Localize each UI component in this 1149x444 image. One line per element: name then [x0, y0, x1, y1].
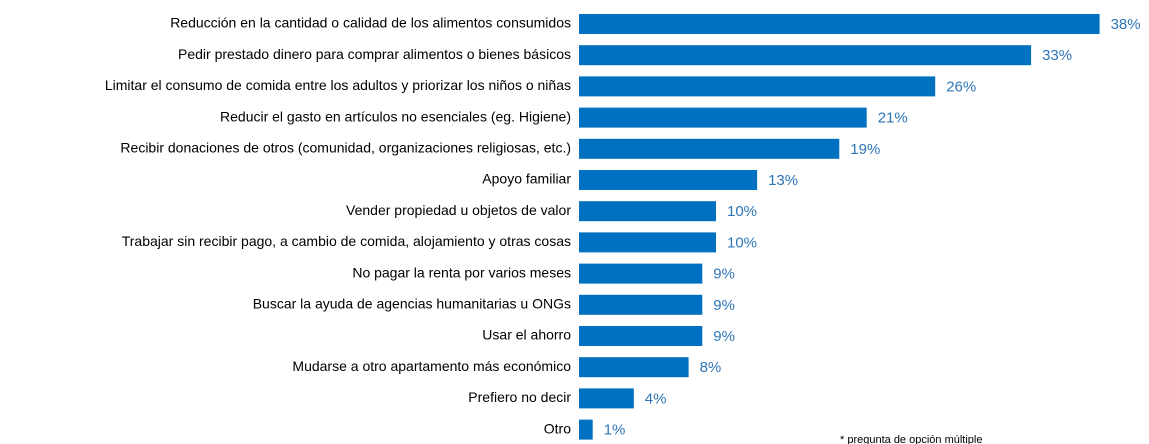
- category-label: Otro: [544, 420, 571, 436]
- value-label: 19%: [850, 141, 880, 158]
- category-label: Pedir prestado dinero para comprar alime…: [178, 46, 571, 62]
- value-label: 10%: [727, 234, 757, 251]
- value-label: 4%: [645, 390, 667, 407]
- category-label: Mudarse a otro apartamento más económico: [292, 358, 571, 374]
- category-label: Trabajar sin recibir pago, a cambio de c…: [122, 233, 571, 249]
- bar: [579, 357, 689, 378]
- category-label: Limitar el consumo de comida entre los a…: [105, 77, 571, 93]
- category-label: Reducción en la cantidad o calidad de lo…: [170, 15, 571, 31]
- bar: [579, 232, 716, 253]
- value-label: 9%: [713, 297, 735, 314]
- category-label: Apoyo familiar: [482, 171, 571, 187]
- bar: [579, 14, 1100, 34]
- bar: [579, 45, 1032, 66]
- bar: [579, 263, 703, 284]
- bar: [579, 388, 634, 409]
- category-label: No pagar la renta por varios meses: [352, 264, 571, 280]
- bar: [579, 107, 867, 128]
- value-label: 21%: [878, 110, 908, 127]
- bar: [579, 138, 840, 159]
- value-label: 13%: [768, 172, 798, 189]
- category-label: Recibir donaciones de otros (comunidad, …: [120, 140, 571, 156]
- value-label: 33%: [1042, 47, 1072, 64]
- value-label: 9%: [713, 328, 735, 345]
- value-label: 10%: [727, 203, 757, 220]
- bar: [579, 170, 758, 190]
- category-label: Prefiero no decir: [468, 389, 571, 405]
- value-label: 8%: [700, 359, 722, 376]
- bar: [579, 76, 936, 97]
- value-label: 1%: [604, 422, 626, 439]
- bar: [579, 294, 703, 315]
- category-label: Reducir el gasto en artículos no esencia…: [220, 108, 571, 124]
- value-label: 9%: [713, 266, 735, 283]
- category-label: Usar el ahorro: [482, 327, 571, 343]
- bar: [579, 326, 703, 346]
- category-label: Vender propiedad u objetos de valor: [346, 202, 571, 218]
- category-label: Buscar la ayuda de agencias humanitarias…: [253, 296, 571, 312]
- value-label: 26%: [946, 78, 976, 95]
- value-label: 38%: [1111, 16, 1141, 33]
- bar: [579, 419, 593, 440]
- bar: [579, 201, 716, 222]
- annotation: * pregunta de opción múltiple: [840, 434, 982, 444]
